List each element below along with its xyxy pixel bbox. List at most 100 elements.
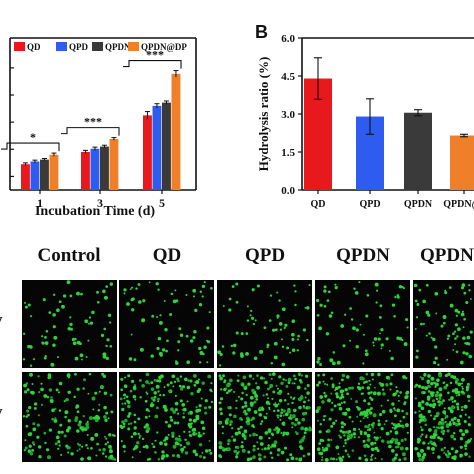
cell-dot xyxy=(179,333,184,337)
cell-dot xyxy=(359,376,363,381)
cell-dot xyxy=(293,408,297,413)
cell-dot xyxy=(460,405,464,409)
cell-dot xyxy=(339,389,344,394)
cell-dot xyxy=(371,378,374,381)
cell-dot xyxy=(362,333,365,336)
cell-dot xyxy=(171,431,175,436)
cell-dot xyxy=(81,428,85,432)
cell-dot xyxy=(137,432,140,436)
cell-dot xyxy=(340,425,344,429)
cell-dot xyxy=(54,442,58,446)
cell-dot xyxy=(232,343,237,348)
cell-dot xyxy=(416,440,421,444)
cell-dot xyxy=(364,349,368,353)
cell-dot xyxy=(139,347,144,352)
cell-dot xyxy=(455,350,459,354)
cell-dot xyxy=(459,429,463,433)
cell-dot xyxy=(316,313,320,317)
cell-dot xyxy=(456,405,459,409)
cell-dot xyxy=(100,333,105,337)
cell-dot xyxy=(219,376,223,381)
cell-dot xyxy=(334,283,337,286)
cell-dot xyxy=(78,443,82,447)
cell-dot xyxy=(350,433,353,436)
cell-dot xyxy=(403,402,406,406)
cell-dot xyxy=(318,381,321,384)
cell-dot xyxy=(52,293,56,297)
cell-dot xyxy=(453,343,457,346)
cell-dot xyxy=(459,414,463,418)
cell-dot xyxy=(221,432,224,435)
cell-dot xyxy=(418,404,422,407)
panel-b-letter: B xyxy=(255,22,268,42)
cell-dot xyxy=(296,385,301,390)
cell-dot xyxy=(459,455,462,458)
cell-dot xyxy=(201,426,206,431)
cell-dot xyxy=(443,385,448,390)
cell-dot xyxy=(330,392,333,395)
cell-dot xyxy=(62,294,67,298)
cell-dot xyxy=(57,440,61,444)
cell-dot xyxy=(391,422,394,425)
cell-dot xyxy=(203,281,206,284)
cell-dot xyxy=(427,384,431,388)
cell-dot xyxy=(466,394,471,399)
cell-dot xyxy=(148,382,151,385)
cell-dot xyxy=(340,421,345,425)
cell-dot xyxy=(456,418,461,423)
cell-dot xyxy=(157,397,160,401)
cell-dot xyxy=(435,411,440,416)
cell-dot xyxy=(222,374,225,378)
cell-dot xyxy=(462,326,465,329)
cell-dot xyxy=(48,428,53,432)
cell-dot xyxy=(284,323,288,327)
cell-dot xyxy=(278,399,283,403)
cell-dot xyxy=(152,398,156,402)
cell-dot xyxy=(185,334,189,338)
cell-dot xyxy=(331,401,334,404)
cell-dot xyxy=(406,431,409,434)
cell-dot xyxy=(304,396,307,399)
cell-dot xyxy=(442,321,446,325)
cell-dot xyxy=(103,405,107,410)
cell-dot xyxy=(425,435,428,439)
cell-dot xyxy=(44,341,49,345)
panel-a-significance-bracket xyxy=(1,142,60,152)
cell-dot xyxy=(287,392,290,395)
cell-dot xyxy=(206,361,209,364)
cell-dot xyxy=(135,287,138,290)
cell-dot xyxy=(352,427,357,432)
cell-dot xyxy=(76,429,80,433)
cell-dot xyxy=(256,374,259,377)
cell-dot xyxy=(444,289,447,292)
cell-dot xyxy=(23,449,26,452)
cell-dot xyxy=(277,387,279,390)
cell-dot xyxy=(44,354,47,358)
cell-dot xyxy=(256,447,260,450)
cell-dot xyxy=(108,444,112,449)
cell-dot xyxy=(172,385,175,388)
panel-b-bar xyxy=(450,135,474,190)
cell-dot xyxy=(370,372,375,377)
cell-dot xyxy=(170,292,174,296)
cell-dot xyxy=(177,379,180,383)
cell-dot xyxy=(364,458,369,462)
cell-dot xyxy=(351,449,355,452)
cell-dot xyxy=(298,378,302,383)
cell-dot xyxy=(317,374,320,377)
cell-dot xyxy=(120,377,124,381)
cell-dot xyxy=(437,363,440,366)
cell-dot xyxy=(28,405,32,410)
cell-dot xyxy=(262,394,265,397)
cell-dot xyxy=(457,382,462,387)
cell-dot xyxy=(42,298,46,302)
cell-dot xyxy=(325,332,330,336)
cell-dot xyxy=(434,382,439,387)
cell-dot xyxy=(23,383,27,388)
cell-dot xyxy=(127,374,131,378)
cell-dot xyxy=(71,337,75,342)
cell-dot xyxy=(271,397,274,400)
cell-dot xyxy=(67,376,71,379)
cell-dot xyxy=(184,377,188,382)
cell-dot xyxy=(389,440,392,443)
